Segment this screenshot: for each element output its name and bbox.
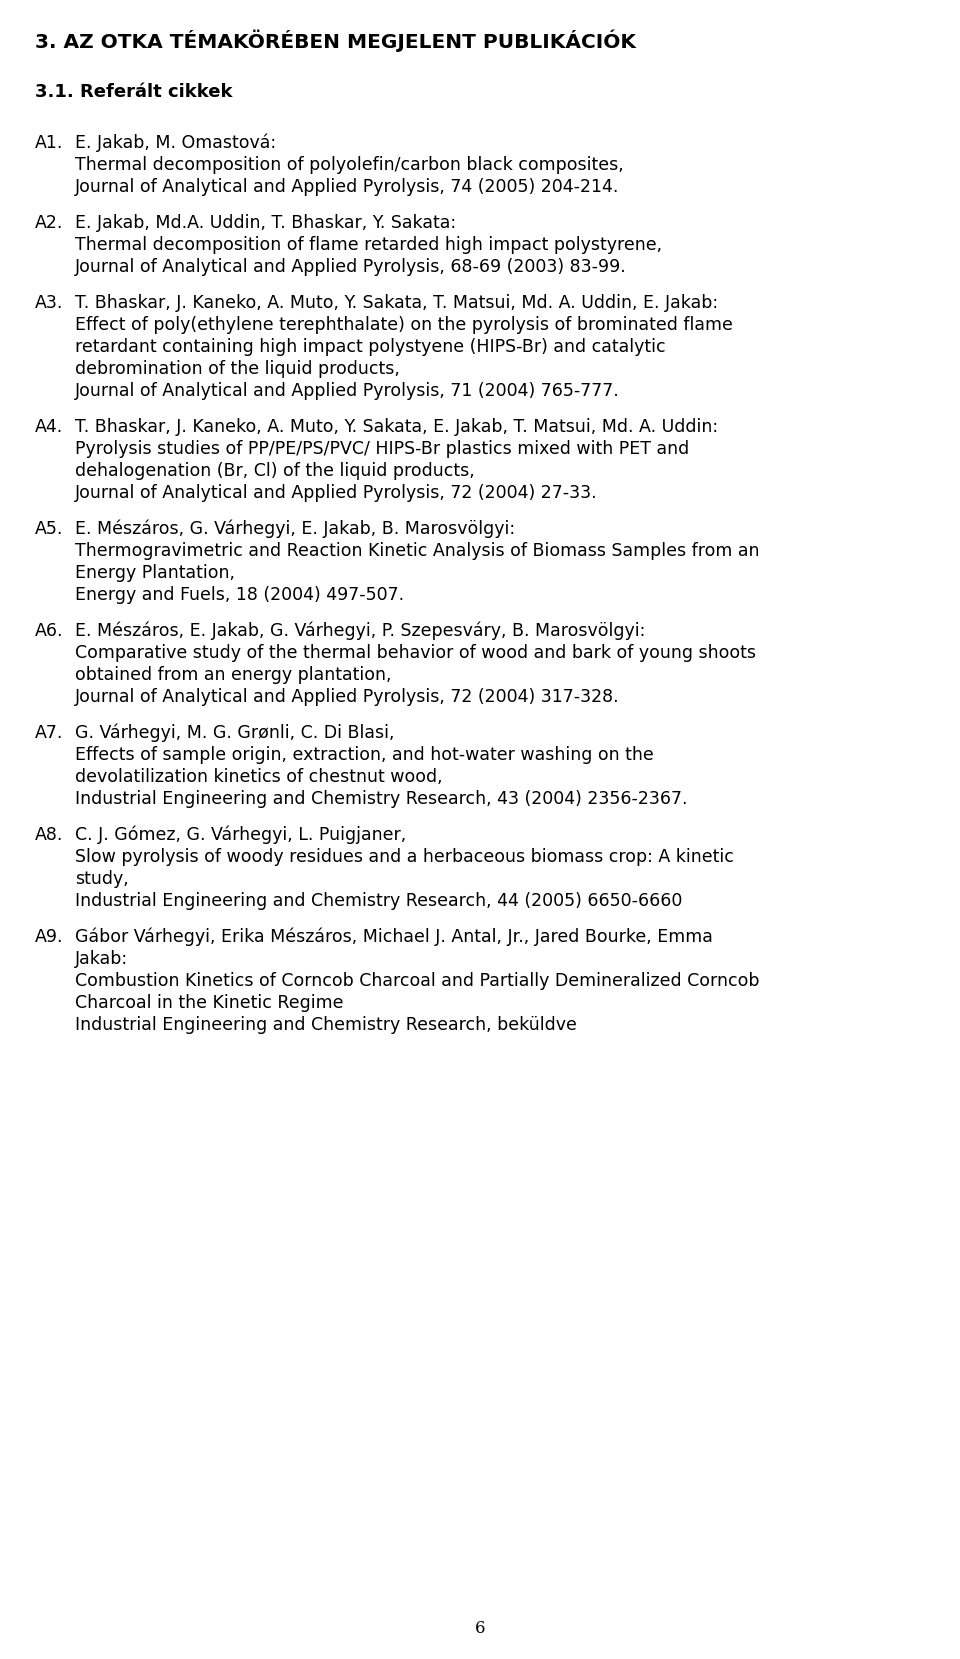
Text: E. Mészáros, G. Várhegyi, E. Jakab, B. Marosvölgyi:: E. Mészáros, G. Várhegyi, E. Jakab, B. M… (75, 519, 516, 539)
Text: T. Bhaskar, J. Kaneko, A. Muto, Y. Sakata, E. Jakab, T. Matsui, Md. A. Uddin:: T. Bhaskar, J. Kaneko, A. Muto, Y. Sakat… (75, 418, 718, 436)
Text: Industrial Engineering and Chemistry Research, beküldve: Industrial Engineering and Chemistry Res… (75, 1015, 577, 1034)
Text: Thermal decomposition of polyolefin/carbon black composites,: Thermal decomposition of polyolefin/carb… (75, 156, 624, 174)
Text: A7.: A7. (35, 723, 63, 742)
Text: E. Mészáros, E. Jakab, G. Várhegyi, P. Szepesváry, B. Marosvölgyi:: E. Mészáros, E. Jakab, G. Várhegyi, P. S… (75, 622, 645, 640)
Text: Journal of Analytical and Applied Pyrolysis, 72 (2004) 317-328.: Journal of Analytical and Applied Pyroly… (75, 688, 619, 707)
Text: C. J. Gómez, G. Várhegyi, L. Puigjaner,: C. J. Gómez, G. Várhegyi, L. Puigjaner, (75, 826, 406, 844)
Text: Journal of Analytical and Applied Pyrolysis, 72 (2004) 27-33.: Journal of Analytical and Applied Pyroly… (75, 484, 598, 503)
Text: A1.: A1. (35, 134, 63, 153)
Text: Effect of poly(ethylene terephthalate) on the pyrolysis of brominated flame: Effect of poly(ethylene terephthalate) o… (75, 315, 732, 333)
Text: study,: study, (75, 869, 129, 888)
Text: Comparative study of the thermal behavior of wood and bark of young shoots: Comparative study of the thermal behavio… (75, 644, 756, 662)
Text: Combustion Kinetics of Corncob Charcoal and Partially Demineralized Corncob: Combustion Kinetics of Corncob Charcoal … (75, 972, 759, 990)
Text: Effects of sample origin, extraction, and hot-water washing on the: Effects of sample origin, extraction, an… (75, 747, 654, 765)
Text: A8.: A8. (35, 826, 63, 844)
Text: devolatilization kinetics of chestnut wood,: devolatilization kinetics of chestnut wo… (75, 768, 443, 786)
Text: 3.1. Referált cikkek: 3.1. Referált cikkek (35, 83, 232, 101)
Text: Journal of Analytical and Applied Pyrolysis, 74 (2005) 204-214.: Journal of Analytical and Applied Pyroly… (75, 178, 619, 196)
Text: Energy and Fuels, 18 (2004) 497-507.: Energy and Fuels, 18 (2004) 497-507. (75, 586, 404, 604)
Text: A2.: A2. (35, 214, 63, 232)
Text: Thermal decomposition of flame retarded high impact polystyrene,: Thermal decomposition of flame retarded … (75, 236, 662, 254)
Text: E. Jakab, Md.A. Uddin, T. Bhaskar, Y. Sakata:: E. Jakab, Md.A. Uddin, T. Bhaskar, Y. Sa… (75, 214, 456, 232)
Text: Industrial Engineering and Chemistry Research, 44 (2005) 6650-6660: Industrial Engineering and Chemistry Res… (75, 893, 683, 911)
Text: 3. AZ OTKA TÉMAKÖRÉBEN MEGJELENT PUBLIKÁCIÓK: 3. AZ OTKA TÉMAKÖRÉBEN MEGJELENT PUBLIKÁ… (35, 30, 636, 53)
Text: Pyrolysis studies of PP/PE/PS/PVC/ HIPS-Br plastics mixed with PET and: Pyrolysis studies of PP/PE/PS/PVC/ HIPS-… (75, 440, 689, 458)
Text: A3.: A3. (35, 294, 63, 312)
Text: 6: 6 (475, 1619, 485, 1637)
Text: debromination of the liquid products,: debromination of the liquid products, (75, 360, 400, 378)
Text: obtained from an energy plantation,: obtained from an energy plantation, (75, 665, 392, 684)
Text: Journal of Analytical and Applied Pyrolysis, 68-69 (2003) 83-99.: Journal of Analytical and Applied Pyroly… (75, 259, 627, 275)
Text: Energy Plantation,: Energy Plantation, (75, 564, 235, 582)
Text: Industrial Engineering and Chemistry Research, 43 (2004) 2356-2367.: Industrial Engineering and Chemistry Res… (75, 790, 687, 808)
Text: Slow pyrolysis of woody residues and a herbaceous biomass crop: A kinetic: Slow pyrolysis of woody residues and a h… (75, 848, 733, 866)
Text: A4.: A4. (35, 418, 63, 436)
Text: Journal of Analytical and Applied Pyrolysis, 71 (2004) 765-777.: Journal of Analytical and Applied Pyroly… (75, 382, 620, 400)
Text: A6.: A6. (35, 622, 63, 640)
Text: Jakab:: Jakab: (75, 951, 128, 967)
Text: Thermogravimetric and Reaction Kinetic Analysis of Biomass Samples from an: Thermogravimetric and Reaction Kinetic A… (75, 542, 759, 561)
Text: A9.: A9. (35, 927, 63, 946)
Text: A5.: A5. (35, 519, 63, 538)
Text: T. Bhaskar, J. Kaneko, A. Muto, Y. Sakata, T. Matsui, Md. A. Uddin, E. Jakab:: T. Bhaskar, J. Kaneko, A. Muto, Y. Sakat… (75, 294, 718, 312)
Text: E. Jakab, M. Omastová:: E. Jakab, M. Omastová: (75, 134, 276, 153)
Text: G. Várhegyi, M. G. Grønli, C. Di Blasi,: G. Várhegyi, M. G. Grønli, C. Di Blasi, (75, 723, 395, 743)
Text: Gábor Várhegyi, Erika Mészáros, Michael J. Antal, Jr., Jared Bourke, Emma: Gábor Várhegyi, Erika Mészáros, Michael … (75, 927, 713, 947)
Text: dehalogenation (Br, Cl) of the liquid products,: dehalogenation (Br, Cl) of the liquid pr… (75, 461, 475, 479)
Text: Charcoal in the Kinetic Regime: Charcoal in the Kinetic Regime (75, 994, 344, 1012)
Text: retardant containing high impact polystyene (HIPS-Br) and catalytic: retardant containing high impact polysty… (75, 338, 665, 357)
